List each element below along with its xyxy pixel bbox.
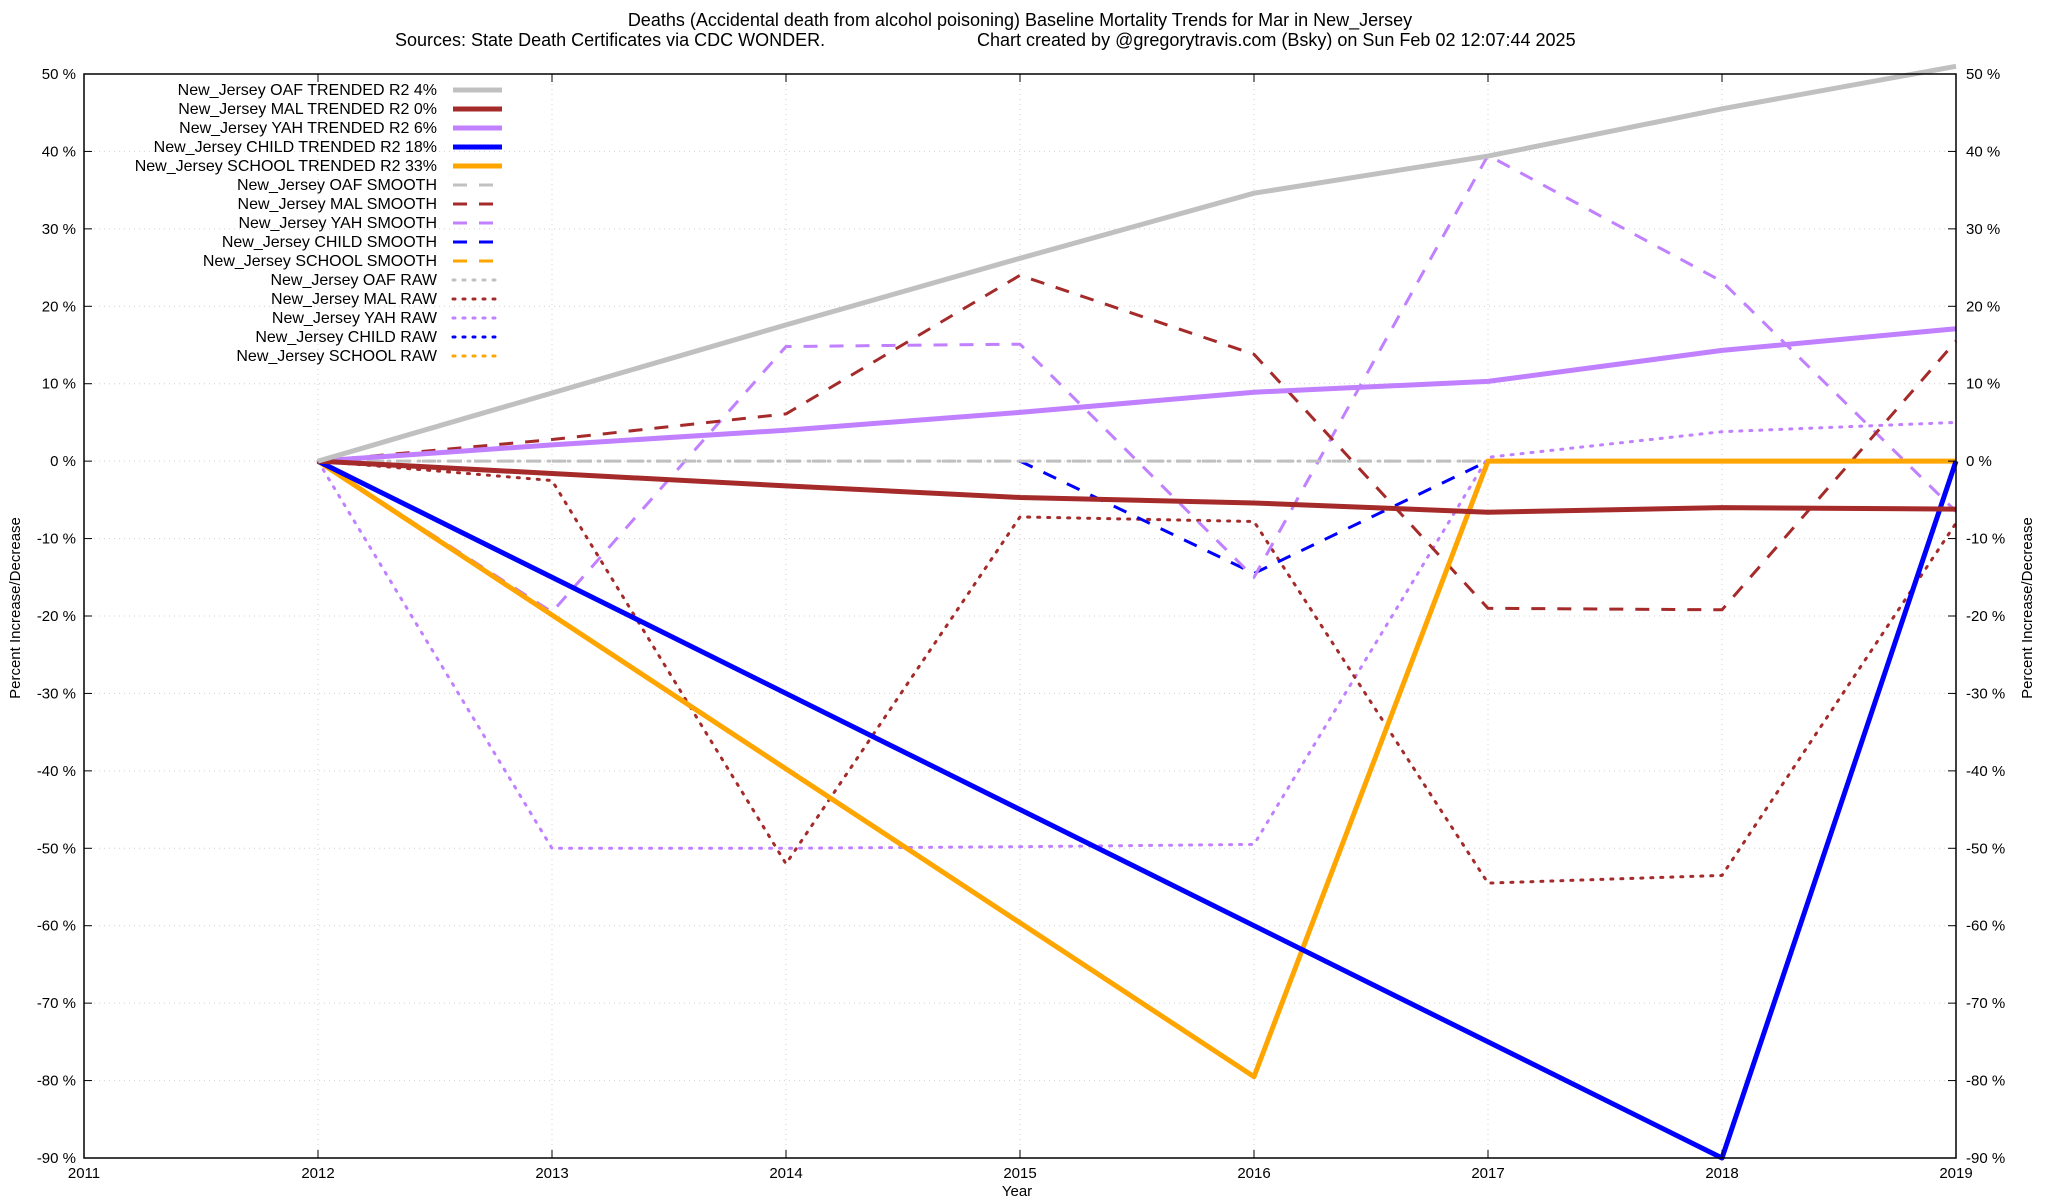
y-tick-label-left: 10 % <box>42 376 76 393</box>
series-line-2 <box>317 326 1957 464</box>
legend-label: New_Jersey OAF TRENDED R2 4% <box>178 82 437 99</box>
ticks: 2011 2012 2013 2014 2015 2016 2017 2018 2019 50 %… <box>37 66 2005 1182</box>
y-tick-label-right: -70 % <box>1966 995 2005 1012</box>
y-tick-label-right: 10 % <box>1966 376 2000 393</box>
y-tick-label-left: 0 % <box>50 453 76 470</box>
x-tick-label: 2011 <box>68 1165 100 1182</box>
y-tick-label-left: -20 % <box>37 608 76 625</box>
series-line-7 <box>317 153 1958 614</box>
y-axis-label-left: Percent Increase/Decrease <box>7 517 24 699</box>
y-axis-label-right: Percent Increase/Decrease <box>2019 517 2036 699</box>
y-tick-label-left: -60 % <box>37 918 76 935</box>
y-tick-label-right: 0 % <box>1966 453 1992 470</box>
x-tick-label: 2017 <box>1471 1165 1504 1182</box>
legend-label: New_Jersey CHILD RAW <box>255 329 438 346</box>
series-layer <box>316 63 1959 1161</box>
y-tick-label-right: -40 % <box>1966 763 2005 780</box>
y-tick-label-left: -10 % <box>37 531 76 548</box>
series-line-0 <box>317 63 1957 464</box>
y-tick-label-right: 20 % <box>1966 298 2000 315</box>
legend-label: New_Jersey CHILD TRENDED R2 18% <box>154 139 437 156</box>
series-line-12 <box>316 420 1958 850</box>
y-tick-label-right: -50 % <box>1966 840 2005 857</box>
y-tick-label-right: -60 % <box>1966 918 2005 935</box>
y-tick-label-left: -70 % <box>37 995 76 1012</box>
y-tick-label-left: -50 % <box>37 840 76 857</box>
x-tick-label: 2018 <box>1705 1165 1738 1182</box>
legend: New_Jersey OAF TRENDED R2 4% New_Jersey M… <box>135 82 504 365</box>
legend-label: New_Jersey YAH RAW <box>272 310 438 327</box>
series-line-11 <box>316 459 1958 885</box>
x-tick-label: 2015 <box>1003 1165 1036 1182</box>
y-tick-label-right: -80 % <box>1966 1073 2005 1090</box>
x-tick-label: 2019 <box>1939 1165 1972 1182</box>
legend-label: New_Jersey MAL RAW <box>271 291 438 308</box>
y-tick-label-right: -20 % <box>1966 608 2005 625</box>
y-tick-label-right: 30 % <box>1966 221 2000 238</box>
legend-label: New_Jersey OAF RAW <box>270 272 437 289</box>
series-line-1 <box>317 458 1957 515</box>
chart-source: Sources: State Death Certificates via CD… <box>395 30 825 50</box>
y-tick-label-left: 20 % <box>42 298 76 315</box>
y-tick-label-left: -80 % <box>37 1073 76 1090</box>
legend-label: New_Jersey MAL TRENDED R2 0% <box>178 101 437 118</box>
y-tick-label-right: -90 % <box>1966 1150 2005 1167</box>
x-axis-label: Year <box>1002 1183 1032 1200</box>
y-tick-label-right: 40 % <box>1966 143 2000 160</box>
legend-label: New_Jersey YAH TRENDED R2 6% <box>179 120 437 137</box>
y-tick-label-left: -90 % <box>37 1150 76 1167</box>
series-line-4 <box>316 458 1956 1080</box>
chart-credit: Chart created by @gregorytravis.com (Bsk… <box>977 30 1576 50</box>
y-tick-label-left: 50 % <box>42 66 76 83</box>
x-tick-label: 2014 <box>769 1165 802 1182</box>
legend-label: New_Jersey SCHOOL TRENDED R2 33% <box>135 158 437 175</box>
legend-label: New_Jersey CHILD SMOOTH <box>222 234 437 251</box>
y-tick-label-right: 50 % <box>1966 66 2000 83</box>
x-tick-label: 2013 <box>535 1165 568 1182</box>
legend-label: New_Jersey YAH SMOOTH <box>238 215 437 232</box>
series-line-3 <box>316 458 1959 1161</box>
x-tick-label: 2012 <box>301 1165 334 1182</box>
legend-label: New_Jersey OAF SMOOTH <box>237 177 437 194</box>
series-line-6 <box>317 273 1958 612</box>
chart-title: Deaths (Accidental death from alcohol po… <box>628 10 1412 31</box>
legend-label: New_Jersey SCHOOL RAW <box>236 348 438 365</box>
x-tick-label: 2016 <box>1237 1165 1270 1182</box>
y-tick-label-right: -10 % <box>1966 531 2005 548</box>
y-tick-label-right: -30 % <box>1966 685 2005 702</box>
y-tick-label-left: -40 % <box>37 763 76 780</box>
legend-label: New_Jersey SCHOOL SMOOTH <box>203 253 437 270</box>
legend-label: New_Jersey MAL SMOOTH <box>238 196 437 213</box>
y-tick-label-left: -30 % <box>37 685 76 702</box>
y-tick-label-left: 40 % <box>42 143 76 160</box>
y-tick-label-left: 30 % <box>42 221 76 238</box>
